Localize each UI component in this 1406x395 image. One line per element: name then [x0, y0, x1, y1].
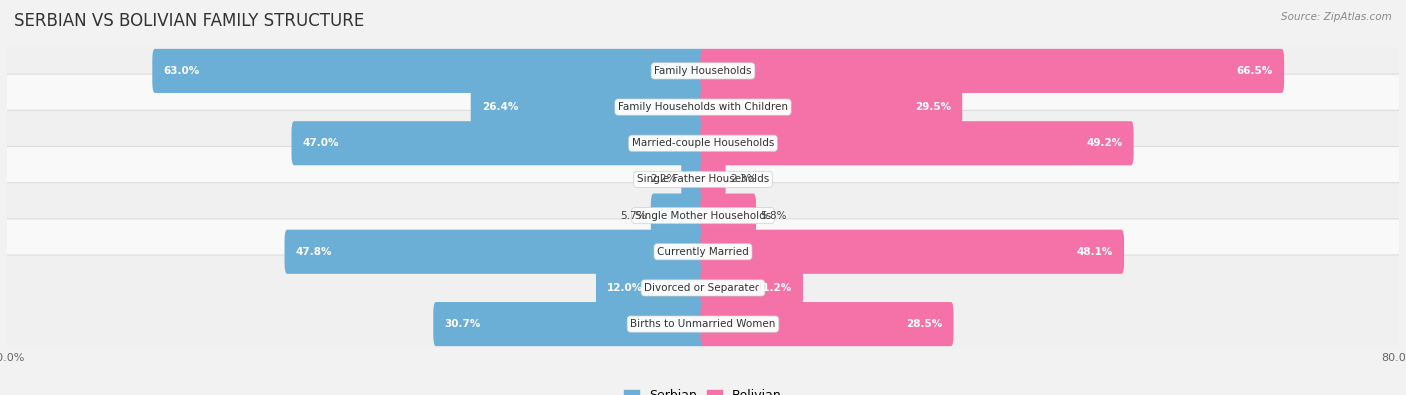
Text: Divorced or Separated: Divorced or Separated [644, 283, 762, 293]
FancyBboxPatch shape [291, 121, 706, 166]
Text: 26.4%: 26.4% [482, 102, 519, 112]
FancyBboxPatch shape [700, 85, 962, 129]
FancyBboxPatch shape [284, 229, 706, 274]
Text: SERBIAN VS BOLIVIAN FAMILY STRUCTURE: SERBIAN VS BOLIVIAN FAMILY STRUCTURE [14, 12, 364, 30]
FancyBboxPatch shape [700, 121, 1133, 166]
Text: 11.2%: 11.2% [755, 283, 792, 293]
Text: 30.7%: 30.7% [444, 319, 481, 329]
Text: 49.2%: 49.2% [1085, 138, 1122, 148]
Text: Single Father Households: Single Father Households [637, 175, 769, 184]
FancyBboxPatch shape [0, 74, 1406, 213]
Text: Family Households: Family Households [654, 66, 752, 76]
FancyBboxPatch shape [700, 157, 725, 201]
Text: 63.0%: 63.0% [163, 66, 200, 76]
Text: 28.5%: 28.5% [905, 319, 942, 329]
Legend: Serbian, Bolivian: Serbian, Bolivian [619, 384, 787, 395]
Text: Currently Married: Currently Married [657, 247, 749, 257]
Text: 47.8%: 47.8% [295, 247, 332, 257]
FancyBboxPatch shape [682, 157, 706, 201]
FancyBboxPatch shape [0, 255, 1406, 393]
FancyBboxPatch shape [651, 194, 706, 238]
Text: Family Households with Children: Family Households with Children [619, 102, 787, 112]
FancyBboxPatch shape [471, 85, 706, 129]
Text: 66.5%: 66.5% [1236, 66, 1272, 76]
FancyBboxPatch shape [0, 219, 1406, 357]
FancyBboxPatch shape [700, 266, 803, 310]
Text: Single Mother Households: Single Mother Households [636, 211, 770, 220]
Text: 12.0%: 12.0% [607, 283, 644, 293]
Text: 5.8%: 5.8% [761, 211, 787, 220]
Text: Births to Unmarried Women: Births to Unmarried Women [630, 319, 776, 329]
FancyBboxPatch shape [596, 266, 706, 310]
FancyBboxPatch shape [433, 302, 706, 346]
Text: 2.3%: 2.3% [730, 175, 756, 184]
Text: 47.0%: 47.0% [302, 138, 339, 148]
Text: Married-couple Households: Married-couple Households [631, 138, 775, 148]
FancyBboxPatch shape [700, 194, 756, 238]
Text: Source: ZipAtlas.com: Source: ZipAtlas.com [1281, 12, 1392, 22]
FancyBboxPatch shape [700, 49, 1284, 93]
Text: 2.2%: 2.2% [651, 175, 676, 184]
FancyBboxPatch shape [0, 110, 1406, 248]
FancyBboxPatch shape [152, 49, 706, 93]
FancyBboxPatch shape [700, 229, 1123, 274]
FancyBboxPatch shape [0, 38, 1406, 176]
FancyBboxPatch shape [0, 2, 1406, 140]
FancyBboxPatch shape [0, 182, 1406, 321]
Text: 29.5%: 29.5% [915, 102, 950, 112]
Text: 48.1%: 48.1% [1077, 247, 1112, 257]
FancyBboxPatch shape [700, 302, 953, 346]
Text: 5.7%: 5.7% [620, 211, 647, 220]
FancyBboxPatch shape [0, 147, 1406, 285]
